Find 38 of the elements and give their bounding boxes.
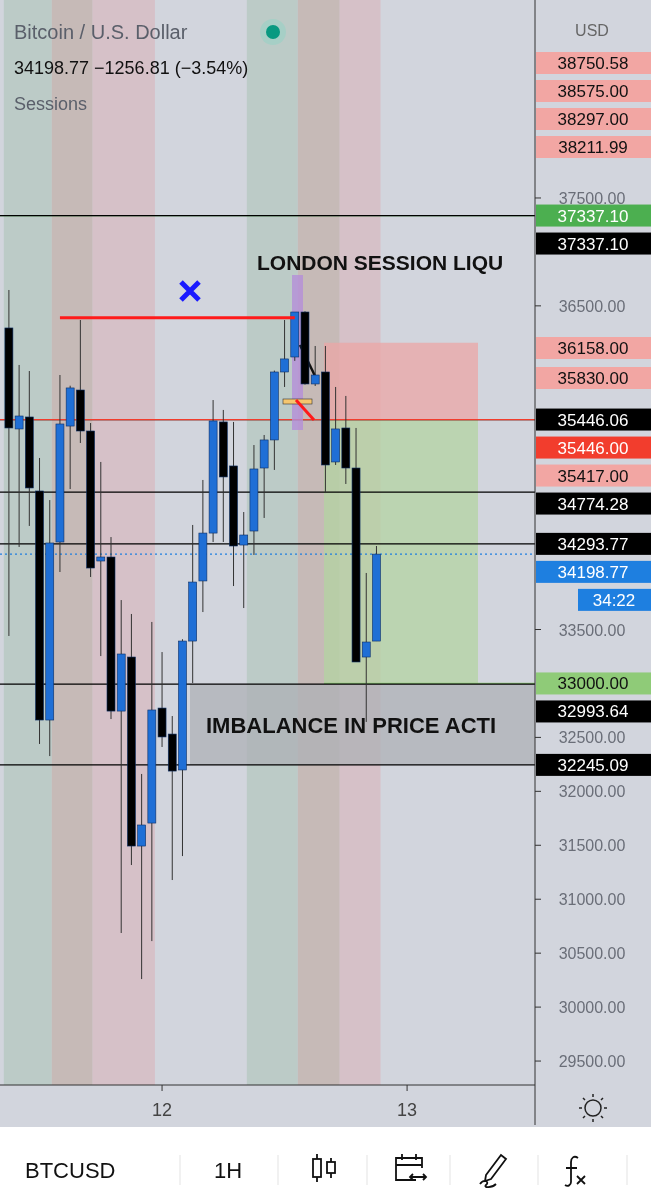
x-tick-label: 12 xyxy=(152,1100,173,1120)
text: 35830.00 xyxy=(557,369,629,388)
y-tick-label: 36500.00 xyxy=(558,297,626,315)
text: 38211.99 xyxy=(558,138,628,157)
ref-line-label: 37337.10 xyxy=(557,234,629,254)
y-tick-label: 29500.00 xyxy=(558,1053,626,1071)
y-axis-title: USD xyxy=(575,22,609,39)
text: BTCUSD xyxy=(25,1158,116,1183)
annotation: LONDON SESSION LIQU xyxy=(257,251,504,274)
text: 34:22 xyxy=(592,590,636,610)
x-tick-label: 13 xyxy=(397,1100,418,1120)
text: 34198.77 −1256.81 (−3.54%) xyxy=(14,58,249,78)
ref-line-label: 32245.09 xyxy=(557,755,629,775)
y-tick-label: 32500.00 xyxy=(558,729,626,747)
y-tick-label: 31000.00 xyxy=(558,891,626,909)
y-tick-label: 37500.00 xyxy=(558,189,626,207)
ref-line-label: 35446.06 xyxy=(557,410,629,430)
text: 38297.00 xyxy=(557,110,629,129)
y-tick-label: 33500.00 xyxy=(558,621,626,639)
ref-line-label: 33000.00 xyxy=(557,674,629,694)
text: 1H xyxy=(213,1158,243,1183)
ref-line-label: 35446.00 xyxy=(557,438,629,458)
text: 38575.00 xyxy=(557,82,629,101)
ref-line-label: 37337.10 xyxy=(557,206,629,226)
band-label: IMBALANCE IN PRICE ACTI xyxy=(206,712,497,738)
y-tick-label: 32000.00 xyxy=(558,783,626,801)
y-tick-label: 30000.00 xyxy=(558,999,626,1017)
y-tick-label: 31500.00 xyxy=(558,837,626,855)
text: 35417.00 xyxy=(557,466,629,486)
annotation: Sessions xyxy=(14,94,88,114)
y-tick-label: 30500.00 xyxy=(558,945,626,963)
ref-line-label: 34293.77 xyxy=(557,534,629,554)
text: 38750.58 xyxy=(557,54,629,73)
ref-line-label: 34198.77 xyxy=(557,562,629,582)
ref-line-label: 34774.28 xyxy=(557,494,629,514)
text: 36158.00 xyxy=(557,339,629,358)
text: Bitcoin / U.S. Dollar xyxy=(14,21,188,43)
ref-line-label: 32993.64 xyxy=(557,702,629,722)
